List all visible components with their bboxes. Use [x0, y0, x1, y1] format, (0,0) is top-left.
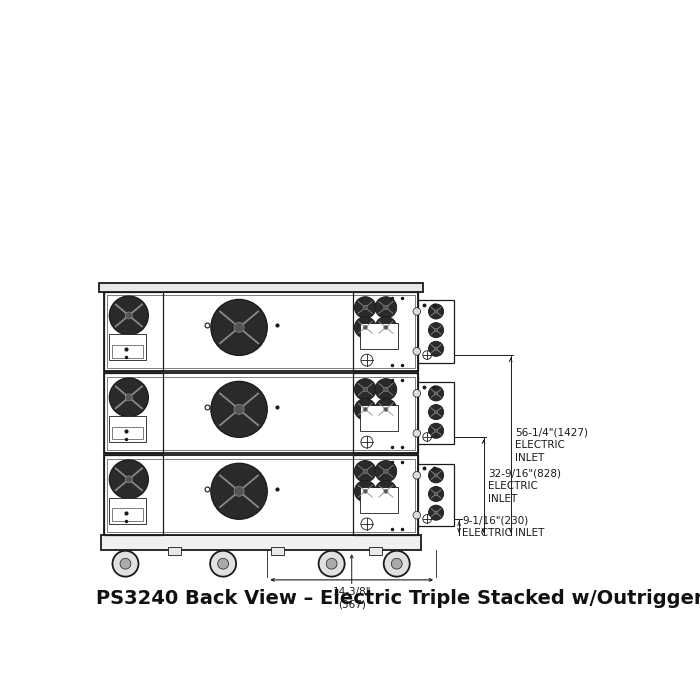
Circle shape [413, 348, 421, 355]
Circle shape [428, 486, 444, 502]
Circle shape [363, 469, 368, 473]
Bar [168, 547, 181, 554]
Bar [354, 456, 419, 535]
Bar [112, 426, 144, 440]
Bar [109, 416, 146, 442]
Circle shape [435, 328, 438, 332]
Bar [104, 456, 419, 535]
Bar [354, 373, 419, 453]
Circle shape [234, 323, 244, 332]
Bar [104, 373, 419, 453]
Bar [107, 458, 415, 532]
Circle shape [363, 407, 368, 412]
Bar [112, 344, 144, 358]
Bar [360, 405, 398, 431]
Bar [271, 547, 284, 554]
Circle shape [435, 411, 438, 414]
Circle shape [326, 559, 337, 569]
Circle shape [428, 424, 444, 438]
Bar [360, 323, 398, 349]
Circle shape [423, 514, 431, 523]
Circle shape [423, 351, 431, 359]
Bar [104, 456, 164, 535]
Circle shape [375, 461, 397, 482]
Text: 14-3/8"
(367): 14-3/8" (367) [332, 587, 371, 609]
Circle shape [384, 551, 409, 577]
Circle shape [428, 386, 444, 401]
Circle shape [428, 304, 444, 319]
Circle shape [361, 518, 373, 530]
Circle shape [318, 551, 344, 577]
Circle shape [363, 489, 368, 493]
Circle shape [109, 296, 148, 335]
Bar [104, 291, 164, 371]
Bar [109, 334, 146, 360]
Circle shape [354, 461, 376, 482]
Circle shape [428, 405, 444, 419]
Bar [368, 547, 382, 554]
Text: PS3240 Back View – Electric Triple Stacked w/Outriggers: PS3240 Back View – Electric Triple Stack… [96, 589, 700, 608]
Circle shape [413, 472, 421, 479]
Text: 32-9/16"(828)
ELECTRIC
INLET: 32-9/16"(828) ELECTRIC INLET [488, 468, 561, 504]
Bar [104, 373, 164, 453]
Circle shape [375, 398, 397, 420]
Circle shape [435, 511, 438, 514]
Bar [101, 535, 421, 550]
Circle shape [354, 316, 376, 338]
Circle shape [435, 493, 438, 496]
Circle shape [109, 460, 148, 498]
Circle shape [363, 387, 368, 391]
Bar [112, 508, 144, 522]
Circle shape [234, 405, 244, 414]
Circle shape [375, 480, 397, 502]
Circle shape [109, 378, 148, 416]
Circle shape [211, 382, 267, 438]
Circle shape [363, 305, 368, 309]
Circle shape [428, 468, 444, 483]
Bar [360, 487, 398, 513]
Bar [107, 377, 415, 450]
Circle shape [428, 505, 444, 520]
Circle shape [363, 326, 368, 330]
Circle shape [375, 297, 397, 319]
Circle shape [384, 489, 388, 493]
Circle shape [113, 551, 139, 577]
Circle shape [435, 429, 438, 433]
Circle shape [435, 392, 438, 395]
Bar [419, 464, 454, 526]
Bar [109, 498, 146, 524]
Circle shape [391, 559, 402, 569]
Circle shape [125, 394, 132, 401]
Circle shape [384, 407, 388, 412]
Circle shape [218, 559, 228, 569]
Circle shape [234, 486, 244, 496]
Circle shape [435, 474, 438, 477]
Circle shape [413, 512, 421, 519]
Circle shape [361, 354, 373, 366]
Circle shape [210, 551, 236, 577]
Bar [419, 382, 454, 444]
Bar [354, 291, 419, 371]
Circle shape [384, 469, 388, 473]
Circle shape [435, 310, 438, 313]
Text: 56-1/4"(1427)
ELECTRIC
INLET: 56-1/4"(1427) ELECTRIC INLET [515, 427, 588, 463]
Text: 9-1/16"(230)
ELECTRIC INLET: 9-1/16"(230) ELECTRIC INLET [463, 516, 545, 538]
Circle shape [435, 347, 438, 350]
Circle shape [375, 316, 397, 338]
Circle shape [384, 387, 388, 391]
Circle shape [354, 398, 376, 420]
Circle shape [413, 308, 421, 315]
Circle shape [375, 379, 397, 400]
Circle shape [211, 300, 267, 356]
Circle shape [413, 390, 421, 397]
Circle shape [423, 433, 431, 441]
Circle shape [428, 323, 444, 337]
Circle shape [428, 342, 444, 356]
Circle shape [354, 297, 376, 319]
Circle shape [354, 480, 376, 502]
Circle shape [384, 305, 388, 309]
Circle shape [211, 463, 267, 519]
Circle shape [361, 436, 373, 448]
Circle shape [125, 476, 132, 483]
Bar [419, 300, 454, 363]
